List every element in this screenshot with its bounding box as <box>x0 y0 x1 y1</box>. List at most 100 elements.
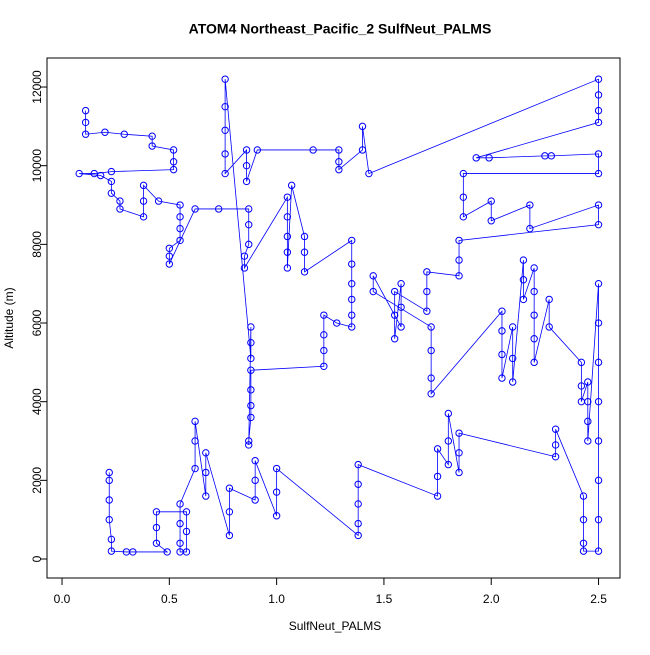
data-point <box>152 508 161 516</box>
data-point <box>300 268 309 276</box>
data-point <box>251 496 259 504</box>
data-point <box>584 417 592 426</box>
data-point <box>594 150 603 158</box>
data-point <box>594 476 603 485</box>
data-point <box>433 445 442 453</box>
data-point <box>191 417 199 426</box>
data-point <box>508 354 517 363</box>
data-point <box>245 205 253 213</box>
data-point <box>335 158 343 166</box>
data-point <box>107 167 116 176</box>
data-point <box>358 122 367 131</box>
y-tick-label: 0 <box>30 555 44 562</box>
data-point <box>498 374 506 382</box>
data-point <box>594 220 603 229</box>
data-point <box>427 346 435 355</box>
data-point <box>152 539 161 547</box>
data-point <box>221 126 229 134</box>
data-point <box>577 358 586 367</box>
y-axis-label: Altitude (m) <box>2 287 16 348</box>
data-point <box>169 158 178 166</box>
data-point <box>348 295 356 304</box>
data-point <box>221 75 229 83</box>
data-point <box>423 287 431 296</box>
data-point <box>487 217 495 225</box>
data-point <box>283 213 292 221</box>
data-point <box>221 150 229 158</box>
x-tick-label: 2.0 <box>483 592 500 606</box>
y-tick-label: 6000 <box>30 309 44 336</box>
data-point <box>272 488 281 496</box>
data-point <box>594 515 603 524</box>
data-point <box>594 319 603 327</box>
data-point <box>116 205 124 213</box>
data-point <box>594 106 603 115</box>
data-point <box>320 311 328 319</box>
data-point <box>247 413 255 422</box>
data-point <box>225 508 234 516</box>
data-point <box>455 468 463 477</box>
data-point <box>169 146 178 154</box>
x-tick-label: 2.5 <box>590 592 607 606</box>
data-point <box>530 264 538 272</box>
data-point <box>472 154 480 162</box>
data-point <box>577 382 586 390</box>
data-point <box>191 464 199 473</box>
data-point <box>242 146 251 154</box>
data-point <box>225 531 234 540</box>
data-point <box>240 264 249 272</box>
x-axis-label: SulfNeut_PALMS <box>289 619 382 633</box>
data-point <box>594 91 603 99</box>
data-point <box>530 335 538 343</box>
data-point <box>427 374 435 382</box>
data-point <box>202 492 210 500</box>
data-point <box>247 323 255 331</box>
data-point <box>176 500 184 508</box>
data-point <box>221 102 229 111</box>
data-point <box>594 279 603 288</box>
data-point <box>272 512 281 520</box>
data-point <box>444 409 453 418</box>
data-point <box>182 548 191 556</box>
data-point <box>182 508 191 516</box>
data-point <box>455 449 463 457</box>
data-point <box>594 547 603 555</box>
data-point <box>333 319 341 327</box>
data-point <box>163 548 171 556</box>
data-point <box>459 169 468 178</box>
data-point <box>120 130 128 138</box>
data-point <box>75 169 83 178</box>
data-point <box>459 193 468 201</box>
data-point <box>202 468 210 477</box>
data-point <box>242 161 251 170</box>
data-point <box>423 268 431 276</box>
data-point <box>225 484 234 492</box>
data-point <box>584 397 592 406</box>
data-point <box>354 531 362 540</box>
data-point <box>579 492 588 500</box>
data-point <box>247 366 255 374</box>
data-point <box>508 378 517 386</box>
data-point <box>165 260 174 268</box>
data-point <box>165 252 174 260</box>
data-point <box>176 201 184 209</box>
data-point <box>81 130 90 138</box>
data-point <box>107 535 116 544</box>
data-point <box>354 480 362 488</box>
data-point <box>594 118 603 127</box>
data-point <box>365 169 373 178</box>
data-point <box>116 197 124 205</box>
data-point <box>551 425 560 433</box>
data-point <box>530 311 538 319</box>
data-point <box>545 323 553 331</box>
data-point <box>247 354 255 363</box>
data-point <box>594 437 603 445</box>
data-point <box>148 142 156 150</box>
data-point <box>221 169 229 178</box>
data-point <box>455 429 463 437</box>
data-point <box>335 165 343 174</box>
data-point <box>498 327 506 335</box>
data-point <box>300 248 309 256</box>
data-point <box>584 437 592 445</box>
data-point <box>579 515 588 524</box>
